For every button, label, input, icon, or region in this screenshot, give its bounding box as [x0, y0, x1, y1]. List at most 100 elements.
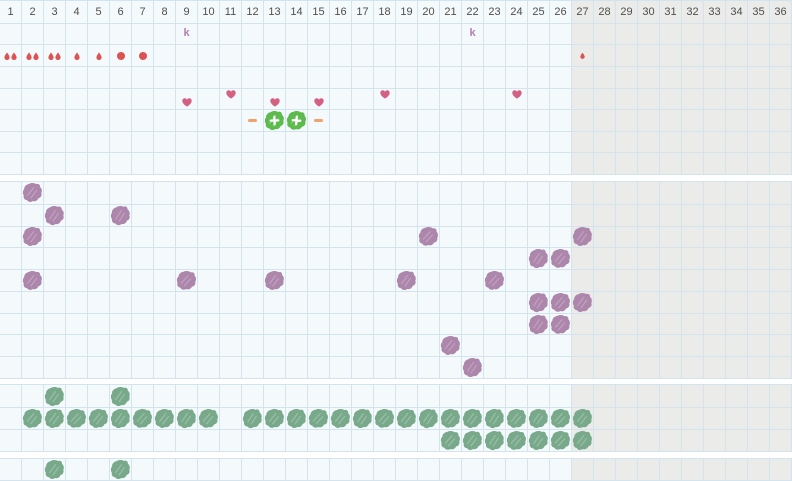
- cell-heart-row-day-14[interactable]: [286, 87, 308, 110]
- cell-purple-row-1-day-30[interactable]: [638, 182, 660, 204]
- cell-purple-row-3-day-33[interactable]: [704, 225, 726, 248]
- cell-spacer-row-2-day-24[interactable]: [506, 130, 528, 153]
- cell-spacer-row-2-day-27[interactable]: [572, 130, 594, 153]
- cell-purple-row-2-day-14[interactable]: [286, 203, 308, 226]
- cell-purple-row-8-day-4[interactable]: [66, 334, 88, 357]
- cell-purple-row-4-day-33[interactable]: [704, 247, 726, 270]
- cell-heart-row-day-33[interactable]: [704, 87, 726, 110]
- cell-k-marker-row-day-30[interactable]: [638, 22, 660, 45]
- cell-purple-row-1-day-3[interactable]: [44, 182, 66, 204]
- cell-green-row-3-day-35[interactable]: [748, 429, 770, 451]
- cell-heart-row-day-26[interactable]: [550, 87, 572, 110]
- cell-green2-row-1-day-3[interactable]: [44, 459, 66, 480]
- cell-green-row-3-day-26[interactable]: [550, 429, 572, 451]
- cell-purple-row-1-day-4[interactable]: [66, 182, 88, 204]
- cell-green-row-2-day-18[interactable]: [374, 407, 396, 429]
- cell-purple-row-9-day-2[interactable]: [22, 356, 44, 379]
- cell-purple-row-3-day-17[interactable]: [352, 225, 374, 248]
- cell-green2-row-1-day-2[interactable]: [22, 459, 44, 480]
- cell-spacer-row-3-day-26[interactable]: [550, 152, 572, 174]
- cell-purple-row-4-day-6[interactable]: [110, 247, 132, 270]
- cell-spacer-row-1-day-19[interactable]: [396, 65, 418, 88]
- cell-spacer-row-2-day-17[interactable]: [352, 130, 374, 153]
- cell-purple-row-1-day-35[interactable]: [748, 182, 770, 204]
- cell-spacer-row-1-day-17[interactable]: [352, 65, 374, 88]
- cell-spacer-row-1-day-9[interactable]: [176, 65, 198, 88]
- cell-purple-row-6-day-19[interactable]: [396, 290, 418, 313]
- cell-heart-row-day-2[interactable]: [22, 87, 44, 110]
- cell-purple-row-3-day-8[interactable]: [154, 225, 176, 248]
- cell-green-row-1-day-2[interactable]: [22, 385, 44, 407]
- cell-k-marker-row-day-35[interactable]: [748, 22, 770, 45]
- cell-purple-row-5-day-31[interactable]: [660, 269, 682, 291]
- cell-green-row-1-day-33[interactable]: [704, 385, 726, 407]
- cell-purple-row-4-day-4[interactable]: [66, 247, 88, 270]
- cell-fertile-row-day-25[interactable]: [528, 109, 550, 131]
- cell-purple-row-3-day-15[interactable]: [308, 225, 330, 248]
- cell-purple-row-6-day-2[interactable]: [22, 290, 44, 313]
- cell-purple-row-1-day-28[interactable]: [594, 182, 616, 204]
- cell-purple-row-6-day-5[interactable]: [88, 290, 110, 313]
- cell-green-row-2-day-20[interactable]: [418, 407, 440, 429]
- cell-green-row-1-day-24[interactable]: [506, 385, 528, 407]
- cell-green-row-1-day-22[interactable]: [462, 385, 484, 407]
- cell-purple-row-9-day-7[interactable]: [132, 356, 154, 379]
- cell-k-marker-row-day-7[interactable]: [132, 22, 154, 45]
- cell-spacer-row-3-day-35[interactable]: [748, 152, 770, 174]
- cell-purple-row-5-day-15[interactable]: [308, 269, 330, 291]
- cell-purple-row-9-day-15[interactable]: [308, 356, 330, 379]
- cell-spacer-row-3-day-36[interactable]: [770, 152, 792, 174]
- cell-spacer-row-1-day-11[interactable]: [220, 65, 242, 88]
- cell-purple-row-7-day-7[interactable]: [132, 312, 154, 335]
- cell-spacer-row-3-day-5[interactable]: [88, 152, 110, 174]
- cell-fertile-row-day-5[interactable]: [88, 109, 110, 131]
- cell-spacer-row-1-day-36[interactable]: [770, 65, 792, 88]
- cell-purple-row-7-day-1[interactable]: [0, 312, 22, 335]
- cell-green-row-2-day-6[interactable]: [110, 407, 132, 429]
- cell-purple-row-3-day-23[interactable]: [484, 225, 506, 248]
- cell-k-marker-row-day-34[interactable]: [726, 22, 748, 45]
- cell-purple-row-5-day-3[interactable]: [44, 269, 66, 291]
- cell-spacer-row-3-day-19[interactable]: [396, 152, 418, 174]
- cell-purple-row-6-day-17[interactable]: [352, 290, 374, 313]
- cell-heart-row-day-16[interactable]: [330, 87, 352, 110]
- cell-purple-row-2-day-19[interactable]: [396, 203, 418, 226]
- cell-fertile-row-day-24[interactable]: [506, 109, 528, 131]
- cell-k-marker-row-day-28[interactable]: [594, 22, 616, 45]
- cell-k-marker-row-day-18[interactable]: [374, 22, 396, 45]
- cell-k-marker-row-day-12[interactable]: [242, 22, 264, 45]
- cell-green-row-2-day-8[interactable]: [154, 407, 176, 429]
- cell-purple-row-4-day-26[interactable]: [550, 247, 572, 270]
- cell-purple-row-8-day-14[interactable]: [286, 334, 308, 357]
- cell-purple-row-1-day-7[interactable]: [132, 182, 154, 204]
- cell-purple-row-8-day-23[interactable]: [484, 334, 506, 357]
- cell-purple-row-8-day-5[interactable]: [88, 334, 110, 357]
- cell-green-row-2-day-2[interactable]: [22, 407, 44, 429]
- cell-purple-row-8-day-21[interactable]: [440, 334, 462, 357]
- cell-heart-row-day-6[interactable]: [110, 87, 132, 110]
- cell-green-row-3-day-5[interactable]: [88, 429, 110, 451]
- cell-purple-row-2-day-27[interactable]: [572, 203, 594, 226]
- cell-spacer-row-1-day-15[interactable]: [308, 65, 330, 88]
- cell-green-row-2-day-16[interactable]: [330, 407, 352, 429]
- cell-spacer-row-3-day-34[interactable]: [726, 152, 748, 174]
- cell-fertile-row-day-11[interactable]: [220, 109, 242, 131]
- cell-purple-row-9-day-23[interactable]: [484, 356, 506, 379]
- cell-spacer-row-2-day-3[interactable]: [44, 130, 66, 153]
- cell-flow-row-day-2[interactable]: [22, 44, 44, 66]
- cell-green2-row-1-day-13[interactable]: [264, 459, 286, 480]
- cell-spacer-row-2-day-11[interactable]: [220, 130, 242, 153]
- cell-purple-row-6-day-29[interactable]: [616, 290, 638, 313]
- cell-spacer-row-2-day-33[interactable]: [704, 130, 726, 153]
- cell-purple-row-4-day-35[interactable]: [748, 247, 770, 270]
- cell-green-row-1-day-30[interactable]: [638, 385, 660, 407]
- cell-green-row-3-day-19[interactable]: [396, 429, 418, 451]
- cell-purple-row-8-day-11[interactable]: [220, 334, 242, 357]
- cell-green-row-3-day-28[interactable]: [594, 429, 616, 451]
- cell-flow-row-day-31[interactable]: [660, 44, 682, 66]
- cell-purple-row-4-day-24[interactable]: [506, 247, 528, 270]
- cell-fertile-row-day-8[interactable]: [154, 109, 176, 131]
- cell-purple-row-3-day-16[interactable]: [330, 225, 352, 248]
- cell-purple-row-1-day-9[interactable]: [176, 182, 198, 204]
- cell-purple-row-6-day-27[interactable]: [572, 290, 594, 313]
